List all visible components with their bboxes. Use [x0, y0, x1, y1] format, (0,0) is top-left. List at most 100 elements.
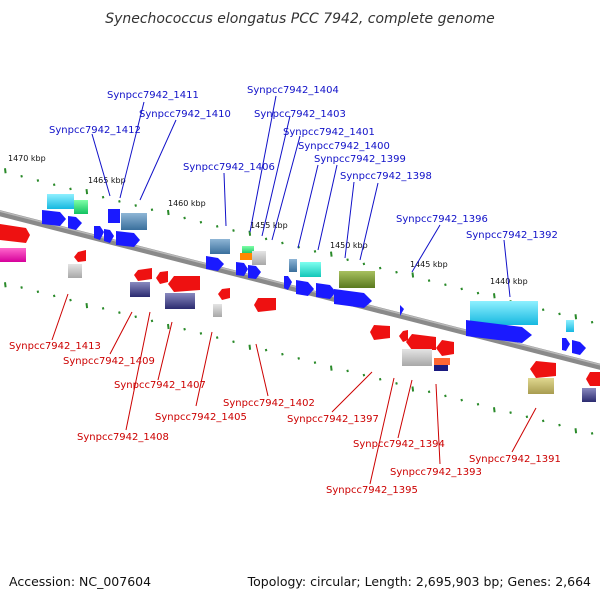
gene-label-1395[interactable]: Synpcc7942_1395 — [326, 485, 418, 496]
gene-arrow-forward[interactable] — [248, 265, 261, 279]
gene-arrow-forward[interactable] — [116, 231, 140, 247]
gene-label-1398[interactable]: Synpcc7942_1398 — [340, 171, 432, 182]
scale-minor-tick — [150, 208, 154, 212]
gene-arrow-forward[interactable] — [68, 216, 82, 230]
scale-minor-tick — [264, 348, 268, 352]
gene-block-steel[interactable] — [210, 239, 230, 254]
gene-block-blue[interactable] — [108, 209, 120, 223]
scale-minor-tick — [118, 311, 121, 314]
gene-arrow-reverse[interactable] — [254, 298, 276, 312]
gene-arrow-reverse[interactable] — [74, 250, 86, 262]
gene-label-1401[interactable]: Synpcc7942_1401 — [283, 127, 375, 138]
gene-block-pink[interactable] — [0, 248, 26, 262]
scale-major-tick — [4, 168, 7, 174]
gene-label-1411[interactable]: Synpcc7942_1411 — [107, 90, 199, 101]
gene-label-1413[interactable]: Synpcc7942_1413 — [9, 341, 101, 352]
gene-block-gray[interactable] — [213, 304, 222, 317]
gene-label-1391[interactable]: Synpcc7942_1391 — [469, 454, 561, 465]
gene-label-1396[interactable]: Synpcc7942_1396 — [396, 214, 488, 225]
gene-arrow-reverse[interactable] — [156, 271, 168, 284]
gene-arrow-reverse[interactable] — [134, 268, 152, 281]
gene-arrow-reverse[interactable] — [0, 224, 30, 243]
scale-minor-tick — [427, 390, 431, 394]
gene-block-navy[interactable] — [434, 365, 448, 371]
gene-label-1409[interactable]: Synpcc7942_1409 — [63, 356, 155, 367]
gene-label-1410[interactable]: Synpcc7942_1410 — [139, 109, 231, 120]
gene-arrow-forward[interactable] — [316, 283, 336, 299]
gene-arrow-forward[interactable] — [562, 338, 570, 351]
gene-block-cyan-large[interactable] — [470, 301, 538, 325]
scale-minor-tick — [395, 270, 398, 274]
gene-arrow-forward[interactable] — [104, 229, 114, 243]
gene-arrow-forward[interactable] — [236, 262, 248, 276]
scale-minor-tick — [346, 369, 349, 373]
gene-arrow-reverse[interactable] — [436, 340, 454, 356]
gene-arrow-forward[interactable] — [42, 210, 66, 226]
gene-label-1404[interactable]: Synpcc7942_1404 — [247, 85, 339, 96]
scale-minor-tick — [215, 336, 219, 339]
gene-arrow-reverse[interactable] — [168, 276, 200, 292]
scale-minor-tick — [183, 216, 186, 220]
gene-arrow-reverse[interactable] — [370, 325, 390, 340]
gene-arrow-forward[interactable] — [296, 280, 314, 296]
gene-label-1402[interactable]: Synpcc7942_1402 — [223, 398, 315, 409]
gene-block-gray[interactable] — [252, 251, 266, 265]
gene-block-orange[interactable] — [434, 358, 450, 365]
gene-arrow-reverse[interactable] — [218, 288, 230, 300]
gene-block-steel[interactable] — [121, 213, 147, 230]
top-gene-labels: Synpcc7942_1412 Synpcc7942_1411 Synpcc79… — [49, 85, 558, 241]
gene-label-1412[interactable]: Synpcc7942_1412 — [49, 125, 141, 136]
scale-minor-tick — [362, 373, 366, 377]
scale-major-tick — [493, 293, 496, 299]
gene-block-khaki[interactable] — [528, 378, 554, 394]
gene-label-1397[interactable]: Synpcc7942_1397 — [287, 414, 379, 425]
gene-block-olive[interactable] — [339, 271, 375, 288]
gene-label-1406[interactable]: Synpcc7942_1406 — [183, 162, 275, 173]
scale-minor-tick — [476, 402, 480, 406]
gene-block-green[interactable] — [74, 200, 88, 214]
gene-label-1405[interactable]: Synpcc7942_1405 — [155, 412, 247, 423]
gene-arrow-reverse[interactable] — [406, 334, 436, 350]
scale-minor-tick — [313, 250, 317, 253]
top-leader-lines — [91, 95, 511, 298]
gene-block-cyan[interactable] — [566, 320, 574, 332]
gene-arrow-forward[interactable] — [400, 305, 404, 316]
gene-label-1400[interactable]: Synpcc7942_1400 — [298, 141, 390, 152]
gene-block-steel[interactable] — [289, 259, 297, 272]
gene-label-1394[interactable]: Synpcc7942_1394 — [353, 439, 445, 450]
gene-block-orange[interactable] — [240, 253, 252, 260]
gene-arrow-forward[interactable] — [94, 226, 104, 240]
gene-block-navy[interactable] — [165, 293, 195, 309]
gene-block-navy[interactable] — [130, 282, 150, 297]
gene-block-navy[interactable] — [582, 388, 596, 402]
scale-major-tick — [574, 314, 578, 320]
gene-arrow-forward[interactable] — [206, 256, 224, 271]
gene-arrow-reverse[interactable] — [399, 330, 408, 342]
gene-arrow-forward[interactable] — [466, 320, 532, 343]
scale-minor-tick — [590, 320, 594, 324]
gene-block-gray[interactable] — [402, 349, 432, 366]
gene-block-green[interactable] — [242, 246, 254, 254]
gene-label-1392[interactable]: Synpcc7942_1392 — [466, 230, 558, 241]
scale-minor-tick — [558, 312, 561, 316]
scale-minor-tick — [232, 229, 235, 232]
gene-label-1403[interactable]: Synpcc7942_1403 — [254, 109, 346, 120]
gene-label-1399[interactable]: Synpcc7942_1399 — [314, 154, 406, 165]
scale-major-tick — [493, 407, 496, 413]
scale-minor-tick — [476, 291, 480, 295]
gene-block-cyan[interactable] — [47, 194, 74, 209]
gene-block-gray[interactable] — [68, 264, 82, 278]
scale-minor-tick — [444, 394, 447, 398]
scale-minor-tick — [150, 319, 154, 323]
gene-label-1393[interactable]: Synpcc7942_1393 — [390, 467, 482, 478]
gene-arrow-forward[interactable] — [284, 276, 292, 290]
gene-arrow-reverse[interactable] — [586, 372, 600, 386]
gene-arrow-forward[interactable] — [334, 289, 372, 308]
gene-label-1407[interactable]: Synpcc7942_1407 — [114, 380, 206, 391]
gene-label-1408[interactable]: Synpcc7942_1408 — [77, 432, 169, 443]
upper-scale-ticks — [4, 168, 594, 324]
scale-minor-tick — [199, 220, 203, 224]
gene-block-teal[interactable] — [300, 262, 321, 277]
gene-arrow-reverse[interactable] — [530, 361, 556, 378]
gene-arrow-forward[interactable] — [572, 340, 586, 355]
